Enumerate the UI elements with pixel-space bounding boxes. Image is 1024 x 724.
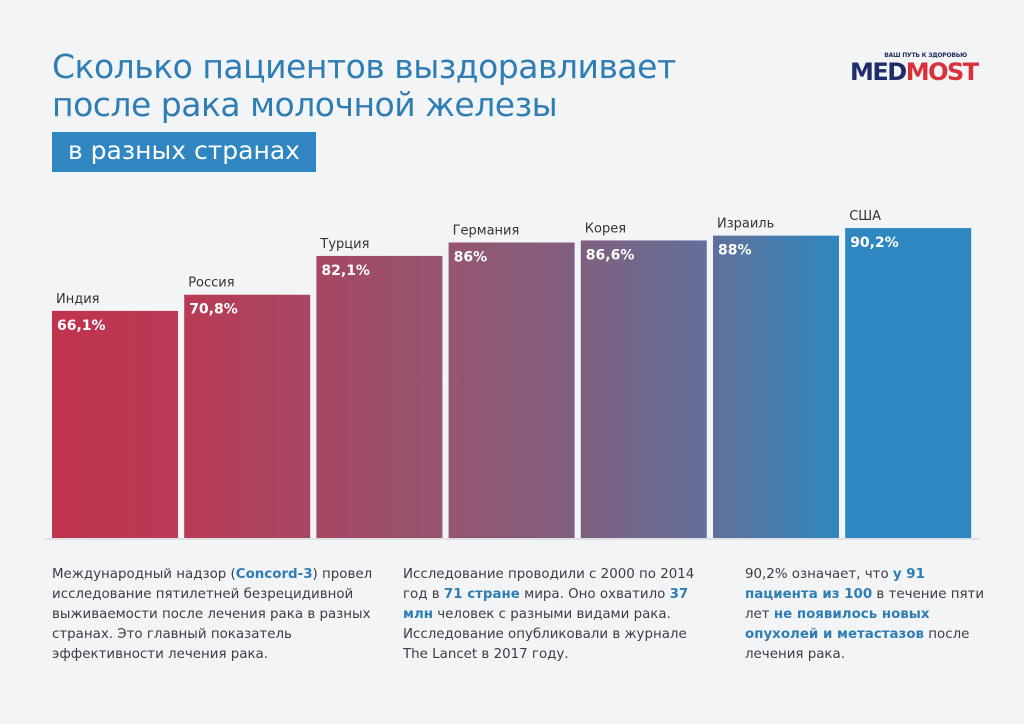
title-line-2: после рака молочной железы [52, 85, 558, 124]
bar-4 [580, 240, 707, 539]
value-label: 86% [454, 250, 488, 266]
note-study: Исследование проводили с 2000 по 2014 го… [403, 565, 713, 665]
logo-tagline: ВАШ ПУТЬ К ЗДОРОВЬЮ [884, 52, 967, 59]
medmost-logo: ВАШ ПУТЬ К ЗДОРОВЬЮ MEDMOST [850, 52, 979, 92]
note-text: ) провел исследование пятилетней безреци… [52, 567, 373, 662]
note-text: 90,2% означает, что [745, 567, 893, 582]
bar-0 [52, 310, 178, 538]
value-label: 66,1% [57, 318, 106, 334]
value-label: 90,2% [850, 235, 899, 251]
note-highlight: у 91 пациента из 100 [745, 567, 925, 602]
note-highlight: 71 стране [443, 587, 520, 602]
value-label: 70,8% [189, 302, 238, 318]
title-line-1: Сколько пациентов выздоравливает [52, 47, 676, 86]
value-label: 86,6% [586, 247, 635, 263]
bar-2 [316, 255, 443, 538]
category-label: Россия [188, 276, 234, 291]
category-label: Германия [453, 224, 520, 239]
note-highlight: не появилось новых опухолей и метастазов [745, 607, 930, 642]
note-highlight: 37 млн [403, 587, 689, 622]
bar-5 [713, 235, 839, 538]
bar-1 [184, 294, 311, 538]
category-label: Индия [56, 292, 99, 307]
logo-med: MED [850, 58, 907, 86]
note-text: человек с разными видами рака. Исследова… [403, 607, 687, 662]
bar-6 [845, 228, 972, 538]
category-label: Турция [319, 237, 369, 252]
category-label: США [849, 209, 881, 224]
logo-most: MOST [905, 58, 979, 86]
value-label: 88% [718, 243, 752, 259]
note-highlight: Concord-3 [235, 567, 313, 582]
category-label: Израиль [717, 217, 774, 232]
note-text: Исследование проводили с 2000 по 2014 го… [403, 567, 695, 602]
bar-3 [448, 242, 575, 538]
page-title: Сколько пациентов выздоравливает после р… [52, 48, 676, 124]
note-text: в течение пяти лет [745, 587, 985, 622]
note-text: после лечения рака. [745, 627, 970, 662]
note-text: мира. Оно охватило [519, 587, 670, 602]
note-concord: Международный надзор (Concord-3) провел … [52, 565, 382, 665]
subtitle-badge: в разных странах [52, 132, 316, 172]
category-label: Корея [585, 221, 626, 236]
note-meaning: 90,2% означает, что у 91 пациента из 100… [745, 565, 985, 665]
note-text: Международный надзор ( [52, 567, 236, 582]
value-label: 82,1% [321, 263, 370, 279]
